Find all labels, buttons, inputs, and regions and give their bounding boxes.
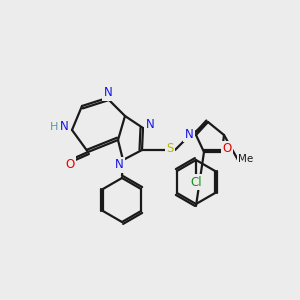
Text: H: H: [50, 122, 58, 132]
Text: N: N: [146, 118, 154, 131]
Text: O: O: [65, 158, 75, 170]
Text: N: N: [60, 121, 68, 134]
Text: Me: Me: [238, 154, 253, 164]
Text: Cl: Cl: [190, 176, 202, 188]
Text: S: S: [166, 142, 174, 154]
Text: N: N: [103, 86, 112, 100]
Text: O: O: [222, 142, 232, 155]
Text: N: N: [115, 158, 123, 172]
Text: N: N: [184, 128, 194, 140]
